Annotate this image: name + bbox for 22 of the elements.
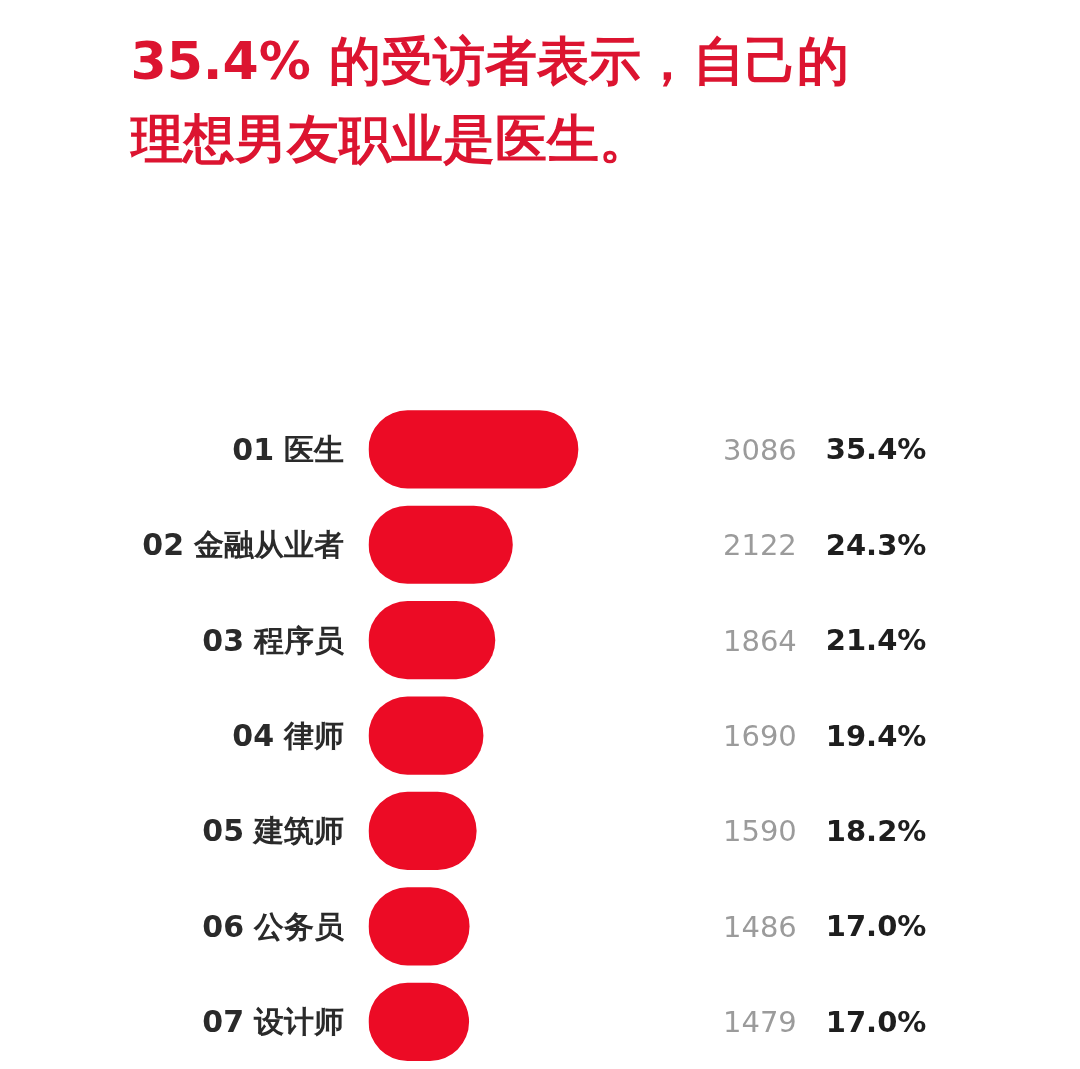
data-label: 1690	[722, 719, 797, 754]
data-label: 3086	[722, 432, 797, 467]
text: 35.4%	[825, 432, 927, 467]
text: 24.3%	[825, 527, 927, 562]
y-tick-label: 01 医生	[232, 431, 345, 467]
data-label: 1479	[722, 1005, 797, 1040]
text: 18.2%	[825, 813, 927, 848]
data-label: 1486	[722, 909, 797, 944]
text: 21.4%	[825, 623, 927, 658]
y-tick-label: 04 律师	[232, 718, 345, 754]
y-tick-label: 05 建筑师	[202, 813, 345, 849]
data-label: 1864	[722, 623, 797, 658]
text: 17.0%	[825, 1004, 927, 1039]
chart-title: 35.4% 的受访者表示，自己的理想男友职业是医生。	[128, 30, 850, 169]
y-tick-label: 06 公务员	[202, 908, 346, 944]
y-tick-label: 03 程序员	[202, 622, 346, 658]
y-tick-label: 07 设计师	[202, 1004, 345, 1040]
y-tick-label: 02 金融从业者	[142, 527, 345, 563]
text: 19.4%	[825, 718, 927, 753]
text: 17.0%	[825, 909, 927, 944]
data-label: 2122	[722, 528, 797, 563]
data-label: 1590	[722, 814, 797, 849]
